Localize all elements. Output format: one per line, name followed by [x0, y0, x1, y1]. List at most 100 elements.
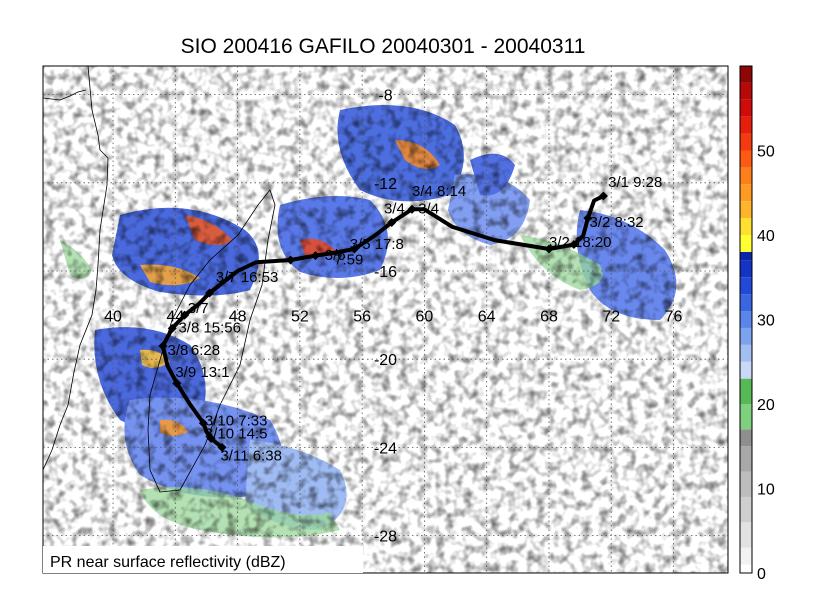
lat-tick-labels: -8 -12 -16 -20 -24 -28 [374, 88, 397, 546]
track-marker [569, 240, 579, 250]
track-annotation: 3/6 [325, 247, 346, 264]
colorbar-segment [740, 294, 752, 312]
lon-tick-label: 72 [602, 309, 620, 326]
track-annotation: 3/1 9:28 [608, 174, 662, 191]
track-annotation: 3/2 8:32 [589, 214, 643, 231]
track-marker [180, 310, 190, 320]
colorbar-segment [740, 66, 752, 83]
chart-caption: PR near surface reflectivity (dBZ) [50, 554, 286, 571]
track-annotation: 3/10 14:5 [205, 426, 268, 443]
track-marker [205, 288, 215, 298]
colorbar-segment [740, 133, 752, 151]
lon-tick-labels: 40 44 48 52 56 60 64 68 72 76 [104, 309, 682, 326]
chart-title: SIO 200416 GAFILO 20040301 - 20040311 [181, 35, 586, 58]
colorbar-segment [740, 429, 752, 447]
lat-tick-label: -20 [374, 352, 397, 369]
colorbar-segment [740, 327, 752, 345]
lon-tick-label: 64 [478, 309, 496, 326]
track-annotation: 3/11 6:38 [220, 448, 281, 465]
track-markers [158, 191, 608, 452]
lat-tick-label: -24 [374, 440, 397, 457]
colorbar-label: 30 [757, 313, 775, 330]
lon-tick-label: 68 [540, 309, 558, 326]
colorbar-segment [740, 378, 752, 404]
colorbar-label: 20 [757, 397, 775, 414]
colorbar-segment [740, 260, 752, 278]
lon-tick-label: 76 [665, 309, 683, 326]
colorbar-segment [740, 82, 752, 100]
track-marker [158, 341, 168, 351]
grid-lines [43, 66, 728, 573]
track-marker [387, 218, 397, 228]
colorbar-segment [740, 404, 752, 430]
track-marker [167, 323, 177, 333]
colorbar-segment [740, 344, 752, 362]
track-annotation: 3/7 [188, 300, 209, 317]
track-annotation: 7:59 [334, 251, 363, 268]
colorbar-label: 0 [757, 566, 766, 583]
track-marker [206, 434, 216, 444]
colorbar-labels: 0 10 20 30 40 50 [757, 144, 775, 584]
track-annotation: 3/4 8:14 [412, 183, 466, 200]
track-marker [310, 251, 320, 261]
reflectivity-swaths [43, 66, 728, 573]
track-annotation: 3/4 [418, 201, 439, 218]
track-marker [286, 255, 296, 265]
track-marker [217, 442, 227, 452]
lon-tick-label: 60 [416, 309, 434, 326]
track-annotation: 3/9 13:1 [175, 364, 229, 381]
colorbar-segment [740, 99, 752, 117]
lat-tick-label: -12 [374, 176, 397, 193]
colorbar-segment [740, 235, 752, 252]
colorbar-segment [740, 218, 752, 235]
colorbar [739, 65, 753, 574]
track-annotation: 3/7 16:53 [216, 269, 279, 286]
track-annotation: 3/2 18:20 [549, 234, 612, 251]
colorbar-segment [740, 547, 752, 565]
lat-tick-label: -28 [374, 529, 397, 546]
colorbar-segment [740, 167, 752, 185]
colorbar-label: 10 [757, 482, 775, 499]
track-annotations: 3/1 9:283/2 8:323/2 18:203/4 8:143/43/43… [168, 174, 663, 464]
track-annotation: 3/8 15:56 [178, 320, 241, 337]
colorbar-segment [740, 184, 752, 202]
colorbar-frame [739, 65, 753, 574]
lon-tick-label: 40 [104, 309, 122, 326]
lat-tick-label: -8 [378, 88, 392, 105]
storm-track [160, 194, 606, 450]
track-marker [544, 244, 554, 254]
track-annotation: 3/8 [168, 342, 189, 359]
coastline [43, 66, 276, 493]
track-marker [172, 378, 182, 388]
track-marker [349, 244, 359, 254]
colorbar-segment [740, 564, 752, 573]
track-annotation: 3/10 7:33 [205, 412, 268, 429]
track-line [160, 194, 606, 450]
colorbar-segment [740, 201, 752, 219]
colorbar-segment [740, 446, 752, 472]
lat-tick-label: -16 [374, 264, 397, 281]
colorbar-segment [740, 251, 752, 261]
track-annotation: 3/5 17:8 [350, 236, 404, 253]
colorbar-label: 50 [757, 144, 775, 161]
track-annotation: 3/4 [384, 201, 405, 218]
track-marker [598, 191, 608, 201]
colorbar-label: 40 [757, 228, 775, 245]
colorbar-segment [740, 471, 752, 497]
colorbar-segment [740, 522, 752, 548]
track-marker [198, 418, 208, 428]
lon-tick-label: 48 [229, 309, 247, 326]
colorbar-segment [740, 361, 752, 379]
caption-box [43, 546, 363, 573]
lon-tick-label: 52 [291, 309, 309, 326]
track-marker [407, 204, 417, 214]
colorbar-segment [740, 116, 752, 134]
colorbar-segment [740, 277, 752, 295]
colorbar-segment [740, 496, 752, 523]
track-annotation: 6:28 [191, 342, 220, 359]
colorbar-segment [740, 150, 752, 168]
lon-tick-label: 56 [353, 309, 371, 326]
track-marker [583, 213, 593, 223]
colorbar-segment [740, 311, 752, 328]
